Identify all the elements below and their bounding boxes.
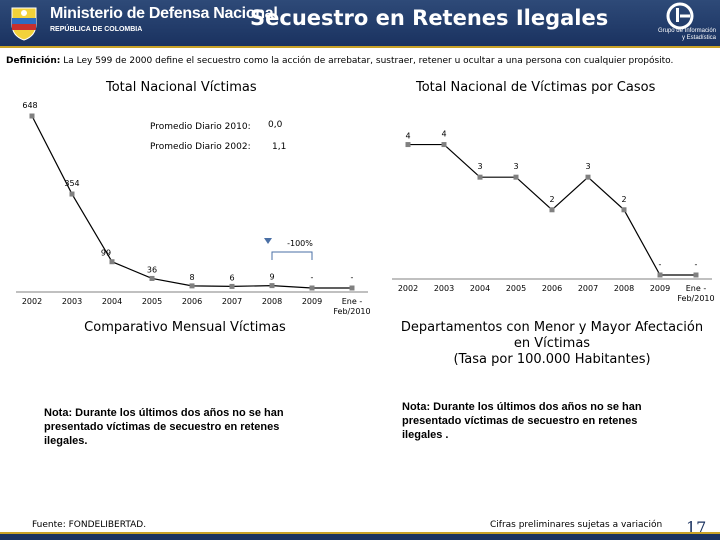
data-label: 6 <box>229 273 234 282</box>
data-label: 3 <box>585 162 590 171</box>
data-label: 99 <box>101 249 111 258</box>
x-tick-label: Feb/2010 <box>677 294 714 303</box>
department-title: Departamentos con Menor y Mayor Afectaci… <box>400 320 704 367</box>
data-label: 8 <box>189 273 194 282</box>
data-label: 3 <box>513 162 518 171</box>
data-label: 36 <box>147 265 157 274</box>
x-tick-label: 2008 <box>614 284 634 293</box>
data-label: 648 <box>22 101 37 110</box>
chart-title-cases: Total Nacional de Víctimas por Casos <box>416 80 656 95</box>
source-label: Fuente: FONDELIBERTAD. <box>32 520 147 530</box>
data-point <box>269 283 275 289</box>
data-point <box>549 207 555 213</box>
data-point <box>349 285 355 291</box>
data-label: 9 <box>269 273 274 282</box>
data-label: - <box>351 273 354 282</box>
department-note: Nota: Durante los últimos dos años no se… <box>402 401 642 441</box>
data-point <box>693 272 699 278</box>
x-tick-label: 2002 <box>398 284 418 293</box>
data-label: - <box>659 260 662 269</box>
x-tick-label: Ene - <box>686 284 707 293</box>
series-line <box>31 115 352 289</box>
down-arrow-icon <box>264 238 272 244</box>
coat-of-arms-icon <box>11 7 37 41</box>
definition-text: Definición: La Ley 599 de 2000 define el… <box>6 56 673 66</box>
republic-label: REPÚBLICA DE COLOMBIA <box>50 26 143 33</box>
x-tick-label: 2006 <box>542 284 562 293</box>
x-tick-label: Feb/2010 <box>333 307 370 316</box>
data-label: 3 <box>477 162 482 171</box>
data-label: 2 <box>621 195 626 204</box>
footer-bar <box>0 534 720 540</box>
group-logo-icon <box>666 2 694 30</box>
change-bracket <box>271 251 313 260</box>
x-tick-label: 2009 <box>302 297 322 306</box>
data-label: 4 <box>405 132 410 141</box>
group-name: Grupo de Información y Estadística <box>657 28 716 41</box>
cases-line-chart: 4 4 3 3 2 3 2 - - 2002 2003 2004 2005 2006 2007 2008 200… <box>392 130 715 303</box>
data-label: 2 <box>549 195 554 204</box>
x-tick-label: 2007 <box>222 297 242 306</box>
data-point <box>513 174 519 180</box>
ministry-name: Ministerio de Defensa Nacional <box>50 5 278 22</box>
x-tick-label: Ene - <box>342 297 363 306</box>
x-tick-label: 2008 <box>262 297 282 306</box>
data-point <box>229 283 235 289</box>
x-tick-label: 2007 <box>578 284 598 293</box>
data-point <box>441 142 447 148</box>
monthly-note: Nota: Durante los últimos dos años no se… <box>44 407 284 447</box>
data-point <box>621 207 627 213</box>
avg-2010-label: Promedio Diario 2010: <box>150 122 251 132</box>
data-point <box>109 259 115 265</box>
page-title: Secuestro en Retenes Ilegales <box>250 6 609 30</box>
avg-2002-label: Promedio Diario 2002: <box>150 142 251 152</box>
data-point <box>29 113 35 119</box>
definition-label: Definición: <box>6 56 61 66</box>
footer-accent-line <box>0 532 720 534</box>
avg-2010-value: 0,0 <box>268 120 283 130</box>
avg-2002-value: 1,1 <box>272 142 287 152</box>
data-point <box>477 174 483 180</box>
data-point <box>69 191 75 197</box>
x-tick-label: 2003 <box>62 297 82 306</box>
definition-body: La Ley 599 de 2000 define el secuestro c… <box>63 56 674 66</box>
x-tick-label: 2006 <box>182 297 202 306</box>
change-label: -100% <box>287 239 313 248</box>
data-point <box>405 142 411 148</box>
victims-line-chart: 648 354 99 36 8 6 9 - - 2002 2003 2004 2005 2006 2007 2… <box>16 101 370 316</box>
header-bar: Ministerio de Defensa Nacional REPÚBLICA… <box>0 0 720 48</box>
data-point <box>657 272 663 278</box>
preliminary-note: Cifras preliminares sujetas a variación <box>490 520 663 530</box>
chart-title-victims: Total Nacional Víctimas <box>106 80 257 95</box>
data-point <box>585 174 591 180</box>
x-tick-label: 2005 <box>142 297 162 306</box>
monthly-comparison-title: Comparativo Mensual Víctimas <box>84 320 286 335</box>
x-tick-label: 2004 <box>102 297 122 306</box>
x-tick-label: 2004 <box>470 284 490 293</box>
data-label: - <box>311 273 314 282</box>
x-tick-label: 2009 <box>650 284 670 293</box>
data-point <box>309 285 315 291</box>
data-point <box>189 283 195 289</box>
x-tick-label: 2003 <box>434 284 454 293</box>
x-tick-label: 2002 <box>22 297 42 306</box>
data-label: - <box>695 260 698 269</box>
data-label: 354 <box>64 179 79 188</box>
x-tick-label: 2005 <box>506 284 526 293</box>
data-point <box>149 275 155 281</box>
data-label: 4 <box>441 130 446 139</box>
